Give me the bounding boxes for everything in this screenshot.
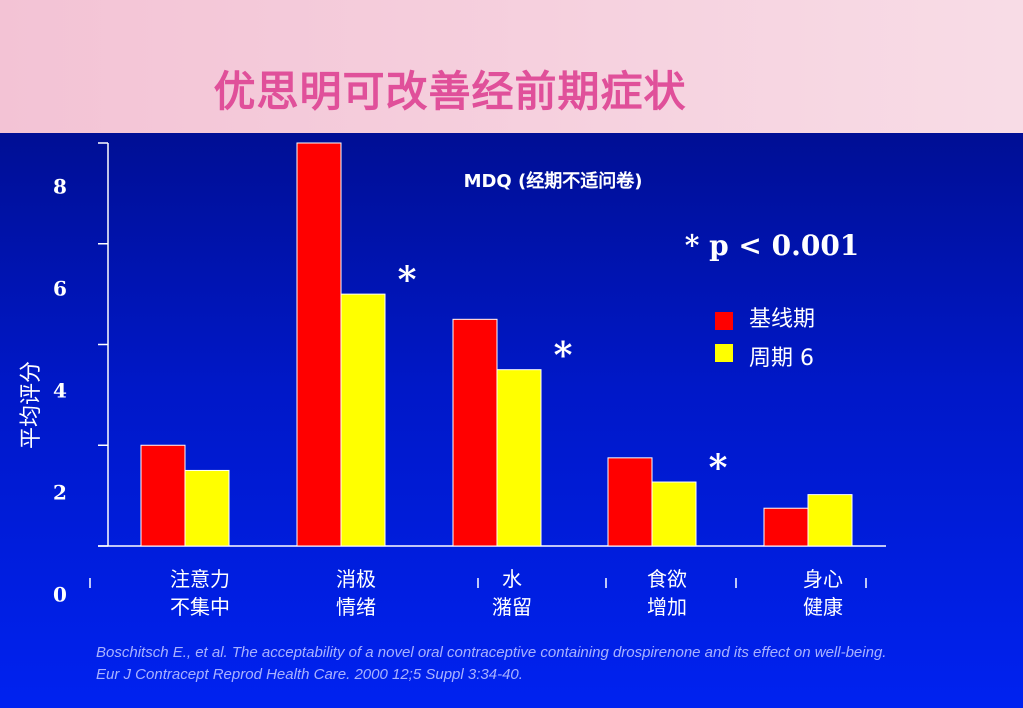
bar-cycle6-4 bbox=[807, 494, 853, 547]
bar-baseline-2 bbox=[452, 318, 498, 547]
significance-star: * bbox=[398, 259, 417, 301]
y-tick-label: 4 bbox=[53, 379, 67, 403]
significance-star: * bbox=[554, 335, 573, 377]
category-label: 水 bbox=[502, 567, 522, 591]
category-label: 食欲 bbox=[647, 567, 687, 591]
page-title: 优思明可改善经前期症状 bbox=[213, 67, 687, 116]
legend: 基线期 周期 6 bbox=[715, 307, 815, 371]
p-value-note: * p < 0.001 bbox=[685, 229, 860, 262]
category-label: 不集中 bbox=[170, 595, 230, 619]
legend-swatch-cycle6 bbox=[715, 344, 733, 362]
chart-bars bbox=[140, 142, 853, 547]
category-label: 增加 bbox=[647, 595, 687, 619]
category-label: 注意力 bbox=[170, 567, 230, 591]
bar-baseline-3 bbox=[607, 457, 653, 547]
bar-baseline-4 bbox=[763, 507, 809, 547]
bar-cycle6-0 bbox=[184, 469, 230, 547]
category-label: 健康 bbox=[803, 595, 843, 619]
citation: Boschitsch E., et al. The acceptability … bbox=[96, 644, 887, 683]
category-label: 身心 bbox=[803, 567, 843, 591]
category-label: 消极 bbox=[336, 567, 376, 591]
bar-baseline-0 bbox=[140, 444, 186, 547]
y-tick-label: 6 bbox=[53, 277, 67, 301]
legend-swatch-baseline bbox=[715, 312, 733, 330]
bar-cycle6-1 bbox=[340, 293, 386, 547]
y-axis-label: 平均评分 bbox=[19, 361, 44, 449]
legend-label-baseline: 基线期 bbox=[749, 307, 815, 332]
significance-star: * bbox=[709, 447, 728, 489]
title-banner: 优思明可改善经前期症状 bbox=[0, 0, 1023, 133]
y-tick-label: 2 bbox=[53, 481, 67, 505]
legend-label-cycle6: 周期 6 bbox=[749, 346, 814, 371]
category-label: 潴留 bbox=[492, 595, 532, 619]
bar-cycle6-3 bbox=[651, 481, 697, 547]
bar-cycle6-2 bbox=[496, 369, 542, 547]
y-tick-label: 8 bbox=[53, 175, 67, 199]
y-tick-label: 0 bbox=[53, 583, 67, 607]
category-label: 情绪 bbox=[336, 595, 376, 619]
chart-subtitle: MDQ (经期不适问卷) bbox=[464, 170, 643, 192]
bar-baseline-1 bbox=[296, 142, 342, 547]
